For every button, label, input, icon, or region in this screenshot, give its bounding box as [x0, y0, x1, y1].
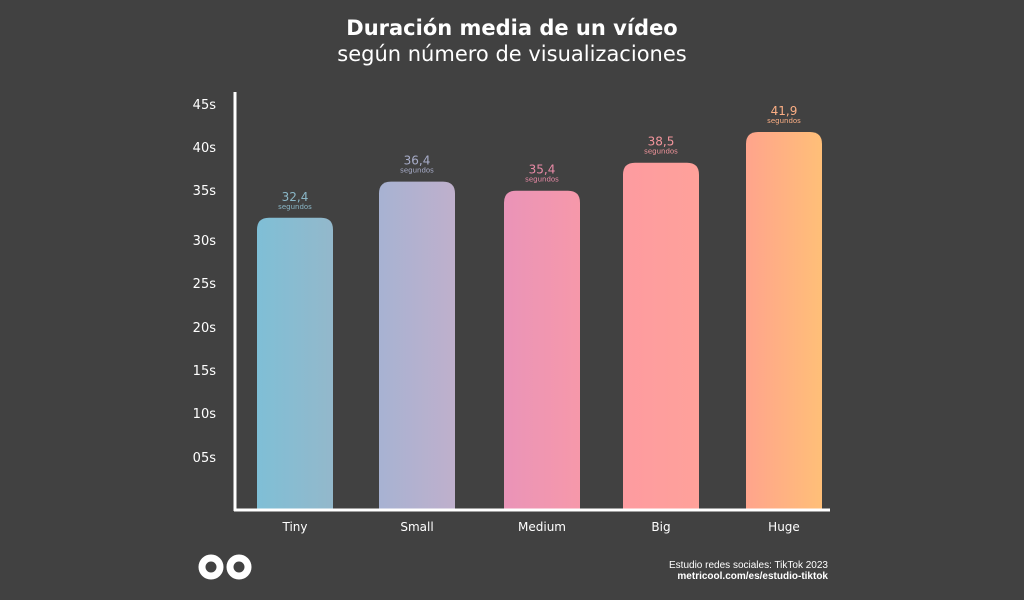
unit-label: segundos	[525, 176, 559, 184]
y-tick-label: 10s	[193, 407, 217, 422]
x-tick-label: Medium	[518, 520, 566, 534]
y-tick-label: 05s	[193, 451, 217, 466]
unit-label: segundos	[644, 148, 678, 156]
y-tick-label: 20s	[193, 321, 217, 336]
unit-label: segundos	[278, 203, 312, 211]
value-label: 38,5	[648, 135, 675, 149]
bar-small	[379, 181, 455, 510]
unit-label: segundos	[767, 117, 801, 125]
bar-tiny	[257, 217, 333, 510]
bar-big	[623, 162, 699, 511]
y-tick-label: 15s	[193, 364, 217, 379]
x-tick-label: Tiny	[281, 520, 307, 534]
value-label: 36,4	[404, 154, 431, 168]
unit-label: segundos	[400, 167, 434, 175]
value-label: 35,4	[529, 163, 556, 177]
y-tick-label: 30s	[193, 234, 217, 249]
y-tick-label: 35s	[193, 184, 217, 199]
bar-huge	[746, 132, 822, 510]
y-tick-label: 25s	[193, 277, 217, 292]
value-label: 32,4	[282, 190, 309, 204]
y-tick-label: 40s	[193, 141, 217, 156]
chart-subtitle: según número de visualizaciones	[337, 42, 687, 66]
x-tick-label: Big	[651, 520, 670, 534]
x-tick-label: Small	[400, 520, 433, 534]
source-text: Estudio redes sociales: TikTok 2023	[669, 560, 828, 571]
bar-medium	[504, 190, 580, 510]
source-url[interactable]: metricool.com/es/estudio-tiktok	[677, 571, 828, 582]
x-tick-label: Huge	[768, 520, 800, 534]
y-tick-label: 45s	[193, 98, 217, 113]
value-label: 41,9	[771, 104, 798, 118]
chart-title: Duración media de un vídeo	[346, 16, 678, 40]
